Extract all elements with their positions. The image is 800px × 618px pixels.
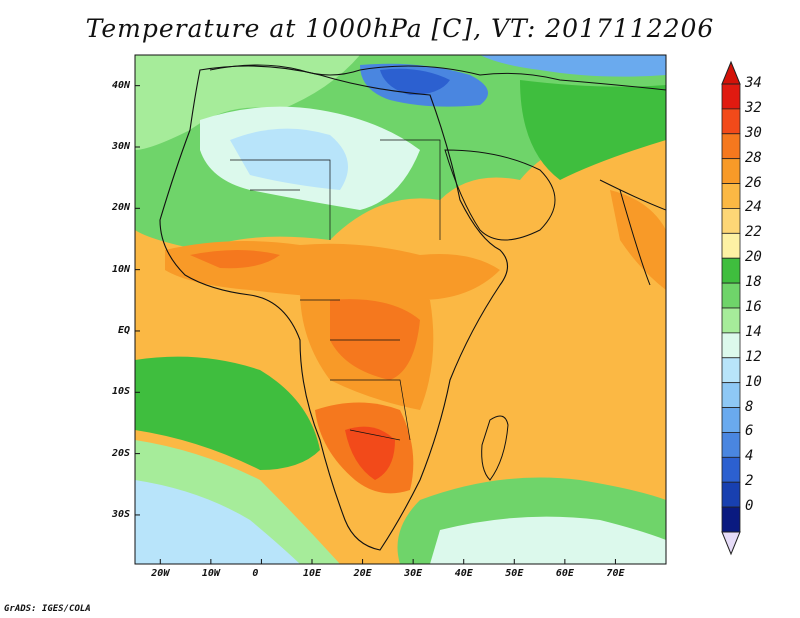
colorbar-label: 4	[745, 448, 754, 465]
colorbar-label: 28	[745, 149, 762, 166]
colorbar-label: 22	[745, 224, 762, 241]
colorbar-label: 10	[745, 373, 762, 390]
colorbar-swatch	[721, 506, 741, 533]
colorbar-swatch	[721, 332, 741, 359]
colorbar-label: 18	[745, 274, 762, 291]
colorbar-swatch	[721, 133, 741, 160]
lon-label: 0	[252, 568, 259, 579]
colorbar-swatch	[721, 481, 741, 508]
colorbar-label: 26	[745, 174, 762, 191]
chart-title: Temperature at 1000hPa [C], VT: 20171122…	[85, 14, 715, 43]
colorbar	[721, 60, 741, 556]
colorbar-swatch	[721, 382, 741, 408]
lat-label: 30S	[111, 508, 130, 520]
colorbar-swatch	[721, 432, 741, 458]
colorbar-swatch	[721, 208, 741, 234]
lat-label: 10N	[111, 263, 130, 275]
colorbar-swatch	[721, 357, 741, 384]
colorbar-swatch	[721, 282, 741, 309]
colorbar-label: 32	[745, 99, 762, 116]
colorbar-label: 30	[745, 124, 762, 141]
colorbar-label: 12	[745, 348, 762, 365]
colorbar-label: 2	[745, 473, 754, 490]
colorbar-swatch	[721, 257, 741, 284]
colorbar-top-arrow	[721, 60, 741, 85]
lon-label: 10E	[303, 568, 322, 579]
colorbar-bottom-arrow	[721, 531, 741, 556]
lon-label: 30E	[404, 568, 423, 579]
lon-label: 40E	[454, 568, 473, 579]
colorbar-swatch	[721, 232, 741, 259]
axis-ticks	[135, 85, 616, 564]
colorbar-label: 14	[745, 323, 762, 340]
colorbar-swatch	[721, 456, 741, 483]
lat-label: 20S	[111, 447, 130, 459]
credit-text: GrADS: IGES/COLA	[4, 604, 91, 614]
colorbar-swatch	[721, 108, 741, 135]
colorbar-swatch	[721, 158, 741, 184]
lon-label: 70E	[606, 568, 625, 579]
colorbar-label: 34	[745, 75, 762, 91]
temperature-field	[135, 55, 666, 564]
colorbar-swatch	[721, 307, 741, 334]
colorbar-label: 6	[745, 423, 754, 440]
colorbar-label: 8	[745, 398, 754, 415]
lat-label: 10S	[111, 386, 130, 398]
lon-label: 50E	[505, 568, 524, 579]
colorbar-label: 0	[745, 498, 754, 515]
colorbar-label: 24	[745, 199, 762, 216]
colorbar-label: 20	[745, 249, 762, 266]
colorbar-swatch	[721, 407, 741, 433]
map-border	[134, 54, 667, 565]
colorbar-label: 16	[745, 299, 762, 315]
colorbar-swatch	[721, 83, 741, 110]
lon-label: 60E	[555, 568, 574, 579]
lon-label: 20E	[353, 568, 372, 579]
lon-label: 10W	[201, 568, 220, 579]
lat-label: EQ	[117, 324, 130, 336]
lon-label: 20W	[151, 568, 170, 579]
lat-label: 40N	[111, 79, 130, 91]
lat-label: 20N	[111, 202, 130, 214]
colorbar-swatch	[721, 183, 741, 209]
lat-label: 30N	[111, 140, 130, 152]
